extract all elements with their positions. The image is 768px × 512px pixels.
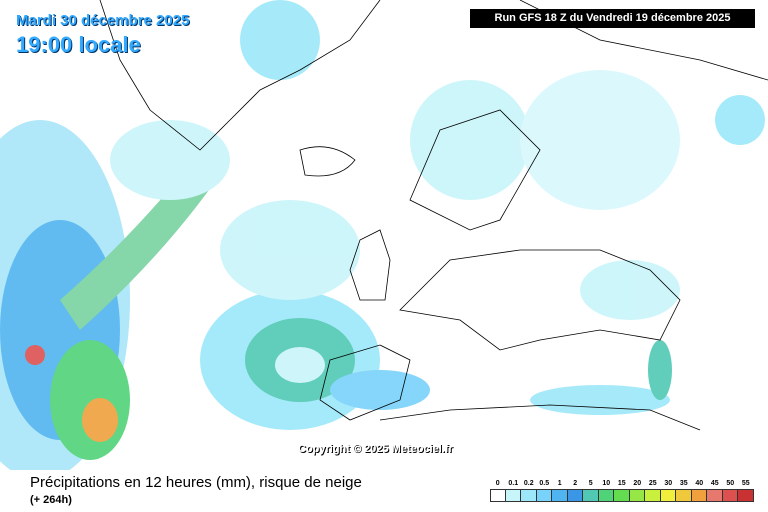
coast-iceland [299, 146, 356, 177]
precip-areas [0, 0, 765, 470]
precip-area [520, 70, 680, 210]
legend-item: 0.1 [505, 479, 521, 502]
legend-swatch [536, 489, 552, 502]
forecast-time: 19:00 locale [16, 32, 141, 57]
legend-label: 0.2 [523, 480, 534, 487]
legend-swatch [707, 489, 723, 502]
legend-item: 40 [691, 479, 707, 502]
legend-label: 35 [679, 480, 688, 487]
legend-swatch [614, 489, 630, 502]
precip-area [110, 120, 230, 200]
legend-item: 55 [738, 479, 754, 502]
precip-area [410, 80, 530, 200]
coast-scandinavia [409, 109, 541, 231]
legend-item: 5 [583, 479, 599, 502]
legend-label: 25 [648, 480, 657, 487]
precip-area [240, 0, 320, 80]
precip-area [580, 260, 680, 320]
coast-europe [399, 249, 681, 351]
footer-lead: (+ 264h) [30, 494, 72, 506]
precip-area [50, 340, 130, 460]
legend-item: 25 [645, 479, 661, 502]
legend-label: 30 [664, 480, 673, 487]
legend-label: 0.5 [539, 480, 550, 487]
legend-swatch [583, 489, 599, 502]
legend-item: 45 [707, 479, 723, 502]
legend-swatch [505, 489, 521, 502]
legend-swatch [676, 489, 692, 502]
legend-swatch [552, 489, 568, 502]
legend-item: 30 [660, 479, 676, 502]
legend-label: 40 [695, 480, 704, 487]
legend-label: 15 [617, 480, 626, 487]
legend-item: 0.5 [536, 479, 552, 502]
legend-label: 45 [710, 480, 719, 487]
coast-uk [349, 229, 391, 301]
legend-item: 0 [490, 479, 506, 502]
legend-label: 1 [557, 480, 562, 487]
legend-swatch [660, 489, 676, 502]
run-info: Run GFS 18 Z du Vendredi 19 décembre 202… [470, 9, 755, 28]
legend-swatch [629, 489, 645, 502]
legend-item: 35 [676, 479, 692, 502]
legend-swatch [567, 489, 583, 502]
legend-swatch [598, 489, 614, 502]
legend-item: 2 [567, 479, 583, 502]
precip-area [330, 370, 430, 410]
legend-swatch [490, 489, 506, 502]
legend-swatch [645, 489, 661, 502]
legend-swatch [738, 489, 754, 502]
copyright: Copyright © 2025 Meteociel.fr [298, 443, 453, 455]
legend-item: 15 [614, 479, 630, 502]
precip-area [275, 347, 325, 383]
legend-label: 0 [495, 480, 500, 487]
coast-africa [379, 404, 701, 431]
footer-title: Précipitations en 12 heures (mm), risque… [30, 474, 362, 491]
legend-item: 20 [629, 479, 645, 502]
legend-label: 5 [588, 480, 593, 487]
coast-iberia [319, 344, 411, 421]
precip-area [648, 340, 672, 400]
precip-area [25, 345, 45, 365]
legend-label: 50 [726, 480, 735, 487]
legend-swatch [691, 489, 707, 502]
legend-label: 20 [633, 480, 642, 487]
legend-item: 0.2 [521, 479, 537, 502]
legend-label: 10 [602, 480, 611, 487]
precip-area [715, 95, 765, 145]
legend-label: 0.1 [508, 480, 519, 487]
legend-swatch [722, 489, 738, 502]
legend-item: 50 [722, 479, 738, 502]
legend-swatch [521, 489, 537, 502]
precip-area [530, 385, 670, 415]
legend-label: 55 [741, 480, 750, 487]
legend-item: 10 [598, 479, 614, 502]
coast-greenland [99, 0, 381, 151]
forecast-date: Mardi 30 décembre 2025 [16, 12, 190, 29]
legend-label: 2 [573, 480, 578, 487]
legend: 0 0.1 0.2 0.5 1 2 5 10 15 20 25 30 35 40 45 50 55 [490, 479, 754, 502]
precip-area [82, 398, 118, 442]
precip-area [220, 200, 360, 300]
legend-item: 1 [552, 479, 568, 502]
map [0, 0, 768, 470]
